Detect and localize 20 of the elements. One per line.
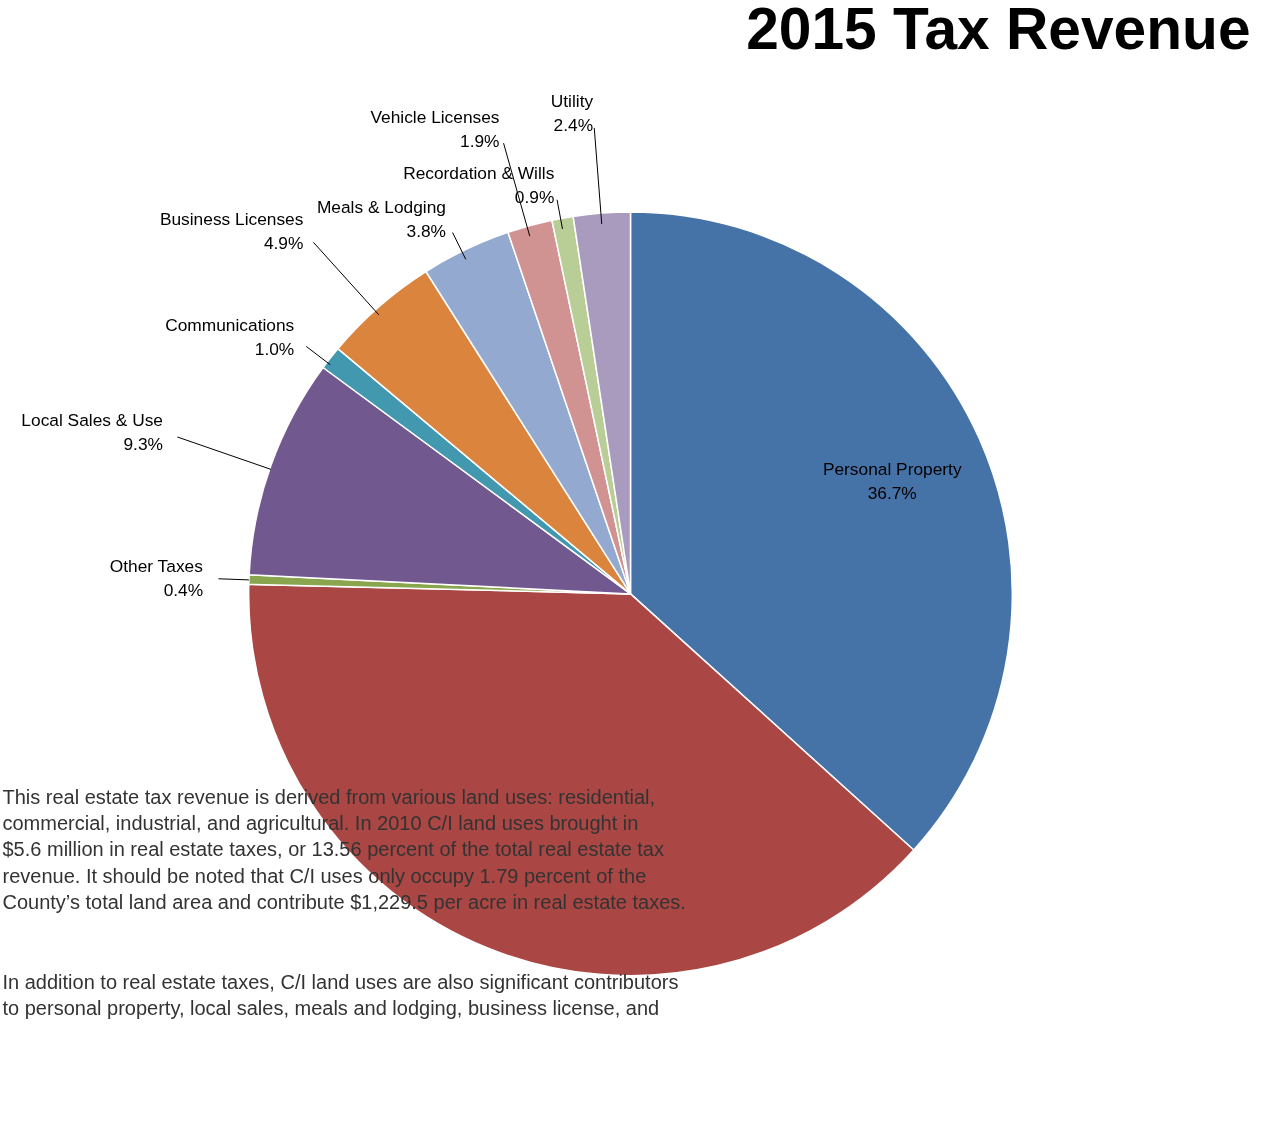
slice-label: Utility <box>550 91 594 112</box>
data-label: 1.0% <box>254 339 295 360</box>
data-label: 36.7% <box>867 483 917 504</box>
slice-label: Communications <box>165 315 295 336</box>
slice-label: Other Taxes <box>109 556 204 577</box>
slice-label: Vehicle Licenses <box>370 106 500 127</box>
slice-label: Personal Property <box>822 459 962 480</box>
slice-label: Business Licenses <box>159 209 304 230</box>
data-label: 0.9% <box>514 187 555 208</box>
data-label: 3.8% <box>406 221 446 242</box>
slice-label: Recordation & Wills <box>403 163 555 184</box>
text: In addition to real estate taxes, C/I land uses are also significant contributors to personal property, local sales, meals and lodging, business license, and <box>2 970 679 1019</box>
data-label: 0.4% <box>163 580 204 601</box>
data-label: 4.9% <box>263 233 304 254</box>
chart-title: 2015 Tax Revenue <box>746 0 1251 61</box>
slice-label: Local Sales & Use <box>21 409 163 430</box>
data-label: 9.3% <box>123 433 163 454</box>
slice-label: Meals & Lodging <box>316 197 447 218</box>
data-label: 2.4% <box>553 115 594 136</box>
data-label: 1.9% <box>460 130 500 151</box>
